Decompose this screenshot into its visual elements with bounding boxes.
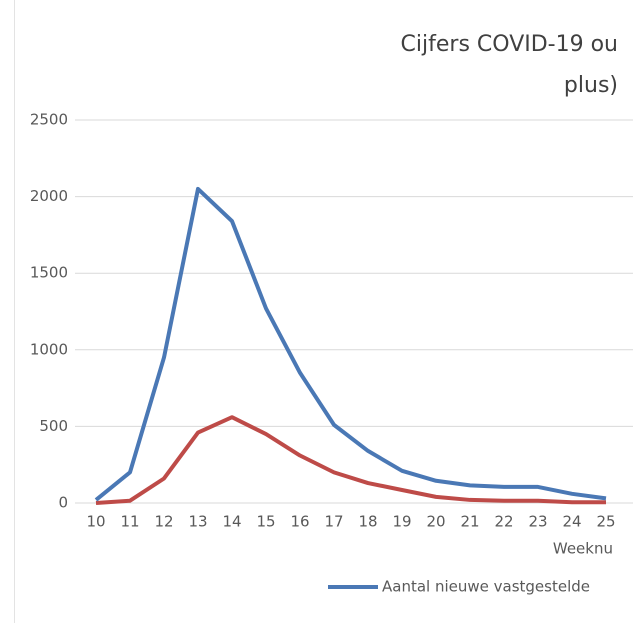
x-tick-label: 11	[120, 513, 139, 531]
y-tick-label: 0	[58, 494, 68, 512]
x-tick-label: 23	[528, 513, 547, 531]
x-tick-label: 25	[596, 513, 615, 531]
legend-label: Aantal nieuwe vastgestelde	[382, 578, 590, 596]
line-series	[94, 186, 607, 502]
x-tick-label: 16	[290, 513, 309, 531]
y-tick-label: 1000	[30, 340, 68, 358]
x-tick-label: 12	[154, 513, 173, 531]
x-tick-label: 19	[392, 513, 411, 531]
x-tick-label: 10	[86, 513, 105, 531]
y-tick-label: 2000	[30, 187, 68, 205]
line-series	[95, 415, 606, 505]
y-tick-label: 2500	[30, 111, 68, 129]
chart-title: Cijfers COVID-19 ou	[401, 32, 618, 57]
x-tick-label: 17	[324, 513, 343, 531]
x-axis-label: Weeknu	[553, 540, 613, 558]
x-tick-label: 24	[562, 513, 581, 531]
x-tick-label: 15	[256, 513, 275, 531]
x-tick-label: 20	[426, 513, 445, 531]
y-tick-label: 500	[39, 417, 68, 435]
x-tick-label: 22	[494, 513, 513, 531]
x-tick-label: 14	[222, 513, 241, 531]
x-tick-label: 18	[358, 513, 377, 531]
chart-title: plus)	[564, 73, 618, 98]
x-tick-label: 13	[188, 513, 207, 531]
x-tick-label: 21	[460, 513, 479, 531]
y-tick-label: 1500	[30, 264, 68, 282]
